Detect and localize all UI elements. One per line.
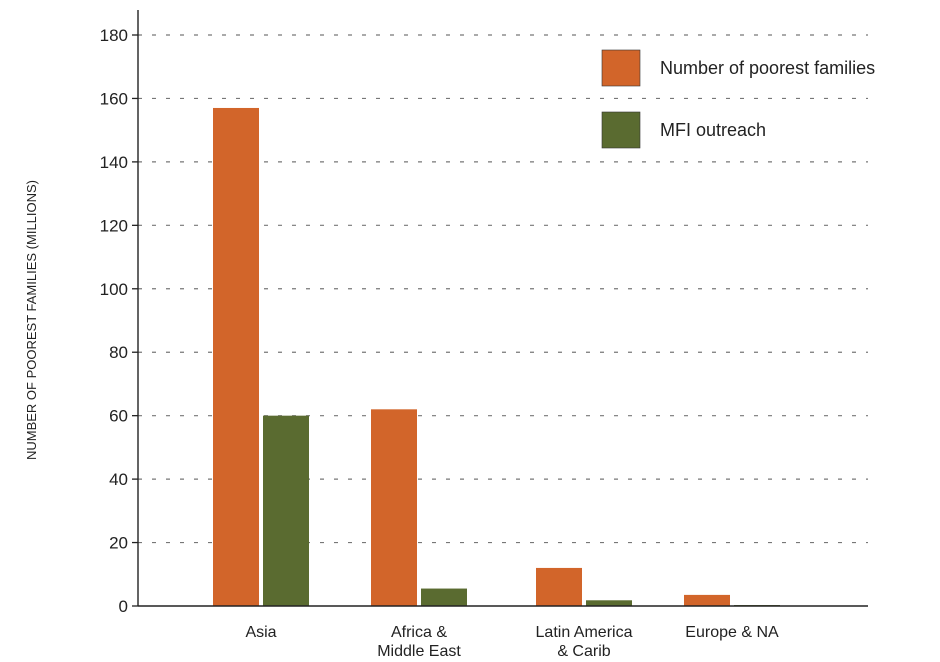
legend-swatch [601, 49, 641, 87]
legend-swatch [601, 111, 641, 149]
y-tick-labels: 0 20 40 60 80 100 120 140 160 180 [100, 26, 128, 616]
bar-poorest-families [684, 594, 730, 606]
axes [132, 10, 868, 607]
bar-mfi-outreach [586, 600, 632, 606]
bar-mfi-outreach [263, 415, 309, 606]
y-tick-label: 40 [109, 470, 128, 489]
legend-label: MFI outreach [660, 120, 766, 140]
x-category-label: & Carib [557, 643, 610, 660]
y-tick-label: 140 [100, 153, 128, 172]
y-tick-label: 180 [100, 26, 128, 45]
gridlines [138, 34, 868, 544]
y-axis-label: NUMBER OF POOREST FAMILIES (MILLIONS) [24, 180, 39, 460]
bar-poorest-families [536, 567, 582, 606]
category-labels: Asia Africa & Middle East Latin America & Ca… [245, 624, 779, 660]
legend: Number of poorest families MFI outreach [601, 49, 875, 149]
y-tick-label: 160 [100, 89, 128, 108]
y-tick-label: 120 [100, 216, 128, 235]
y-tick-label: 20 [109, 534, 128, 553]
x-category-label: Latin America [536, 624, 633, 641]
y-tick-label: 100 [100, 280, 128, 299]
bar-poorest-families [213, 107, 259, 606]
legend-label: Number of poorest families [660, 58, 875, 78]
x-category-label: Middle East [377, 643, 461, 660]
y-tick-label: 80 [109, 343, 128, 362]
bar-mfi-outreach [421, 588, 467, 606]
x-category-label: Africa & [391, 624, 447, 641]
x-category-label: Asia [245, 624, 276, 641]
x-category-label: Europe & NA [685, 624, 779, 641]
y-tick-label: 0 [119, 597, 128, 616]
bar-poorest-families [371, 409, 417, 606]
bars [213, 107, 780, 606]
y-tick-label: 60 [109, 407, 128, 426]
